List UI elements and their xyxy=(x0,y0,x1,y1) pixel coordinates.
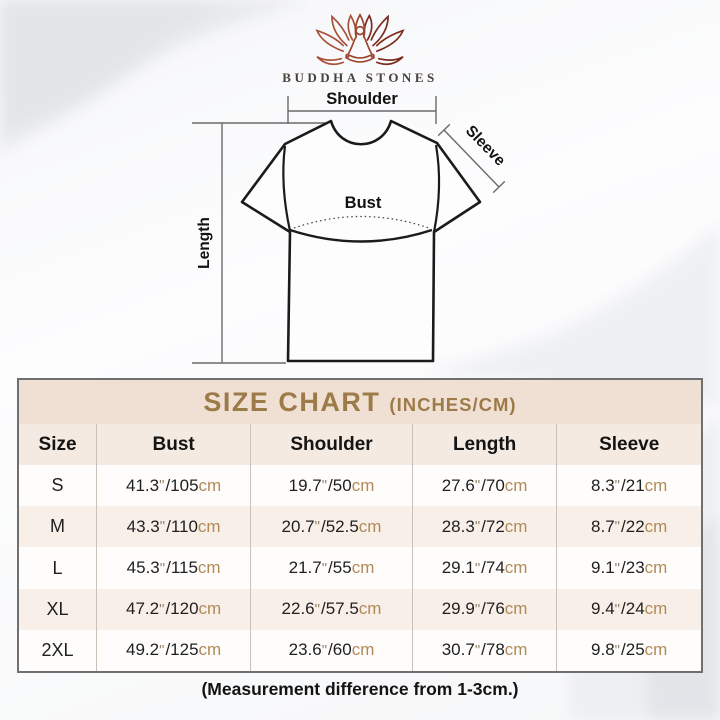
inch-mark: " xyxy=(314,518,320,536)
inch-mark: " xyxy=(474,518,481,536)
cm-unit: cm xyxy=(358,599,382,619)
table-row: 2XL 49.2 "/125 cm 23.6 "/60 cm 30.7 "/78 cm 9.… xyxy=(19,629,701,672)
inch-mark: " xyxy=(614,559,620,577)
length-label: Length xyxy=(196,217,213,269)
cm-unit: cm xyxy=(644,516,668,536)
inch-mark: " xyxy=(159,477,165,495)
table-header-row: Size Bust Shoulder Length Sleeve xyxy=(19,424,701,465)
table-row: M 43.3 "/110 cm 20.7 "/52.5 cm 28.3 "/72 cm 8.… xyxy=(19,506,701,548)
cm-unit: cm xyxy=(197,516,221,536)
inch-mark: " xyxy=(474,477,481,495)
shoulder-cell: 22.6 "/57.5 cm xyxy=(250,588,412,630)
inch-mark: " xyxy=(159,559,166,577)
sleeve-label: Sleeve xyxy=(462,122,509,169)
inch-mark: " xyxy=(474,559,481,577)
length-cell: 30.7 "/78 cm xyxy=(411,629,557,672)
bust-cell: 45.3 "/115 cm xyxy=(96,547,250,589)
col-header-sleeve: Sleeve xyxy=(556,424,701,465)
cm-unit: cm xyxy=(198,599,222,619)
table-row: S 41.3 "/105 cm 19.7 "/50 cm 27.6 "/70 cm 8.3 "… xyxy=(19,465,701,507)
cm-unit: cm xyxy=(644,599,668,619)
sleeve-cell: 8.3 "/21 cm xyxy=(556,465,701,507)
brand-header: BUDDHA STONES xyxy=(0,10,720,86)
col-header-shoulder: Shoulder xyxy=(250,424,412,465)
cm-unit: cm xyxy=(644,475,668,495)
cm-unit: cm xyxy=(504,475,528,495)
sleeve-cell: 9.8 "/25 cm xyxy=(556,629,701,672)
bust-cell: 47.2 "/120 cm xyxy=(96,588,250,630)
bust-cell: 49.2 "/125 cm xyxy=(96,629,250,672)
tshirt-outline xyxy=(240,119,482,363)
col-header-size: Size xyxy=(38,433,77,455)
cm-unit: cm xyxy=(504,558,528,577)
cm-unit: cm xyxy=(504,516,528,536)
cm-unit: cm xyxy=(504,599,528,619)
sleeve-cell: 8.7 "/22 cm xyxy=(556,506,701,548)
cm-unit: cm xyxy=(504,640,528,660)
inch-mark: " xyxy=(474,600,481,618)
measurement-lines xyxy=(192,96,506,364)
length-cell: 27.6 "/70 cm xyxy=(411,465,557,507)
shoulder-label: Shoulder xyxy=(326,90,398,108)
inch-mark: " xyxy=(159,518,166,536)
shoulder-cell: 21.7 "/55 cm xyxy=(250,547,412,589)
bust-cell: 41.3 "/105 cm xyxy=(96,465,250,507)
table-row: XL 47.2 "/120 cm 22.6 "/57.5 cm 29.9 "/76 cm 9… xyxy=(19,588,701,630)
shoulder-cell: 19.7 "/50 cm xyxy=(250,465,412,507)
size-chart-units-label: (INCHES/CM) xyxy=(389,394,517,415)
shoulder-cell: 20.7 "/52.5 cm xyxy=(250,506,412,548)
bust-label: Bust xyxy=(345,194,382,212)
cm-unit: cm xyxy=(358,516,382,536)
length-cell: 29.1 "/74 cm xyxy=(411,547,557,589)
inch-mark: " xyxy=(614,641,620,659)
cm-unit: cm xyxy=(644,640,668,660)
cm-unit: cm xyxy=(198,475,222,495)
size-chart-title-band: SIZE CHART (INCHES/CM) xyxy=(19,380,701,424)
table-row: L 45.3 "/115 cm 21.7 "/55 cm 29.1 "/74 cm 9.1 "… xyxy=(19,547,701,589)
inch-mark: " xyxy=(614,518,620,536)
tshirt-measurement-diagram: Shoulder Bust Length Sleeve xyxy=(192,90,509,364)
inch-mark: " xyxy=(159,641,165,659)
size-cell: XL xyxy=(46,598,69,619)
inch-mark: " xyxy=(321,641,328,659)
size-cell: 2XL xyxy=(41,639,74,660)
inch-mark: " xyxy=(474,641,481,659)
brand-name: BUDDHA STONES xyxy=(282,70,438,85)
sleeve-cell: 9.1 "/23 cm xyxy=(556,547,701,589)
size-chart-table: SIZE CHART (INCHES/CM) Size Bust Shoulde… xyxy=(17,378,703,673)
cm-unit: cm xyxy=(351,558,375,577)
length-cell: 28.3 "/72 cm xyxy=(411,506,557,548)
inch-mark: " xyxy=(321,559,328,577)
inch-mark: " xyxy=(614,600,620,618)
inch-mark: " xyxy=(321,477,328,495)
size-cell: L xyxy=(52,557,63,578)
cm-unit: cm xyxy=(351,475,375,495)
length-cell: 29.9 "/76 cm xyxy=(411,588,557,630)
measurement-disclaimer: (Measurement difference from 1-3cm.) xyxy=(201,679,519,699)
col-header-length: Length xyxy=(411,424,557,465)
sleeve-cell: 9.4 "/24 cm xyxy=(556,588,701,630)
inch-mark: " xyxy=(159,600,165,618)
inch-mark: " xyxy=(314,600,320,618)
cm-unit: cm xyxy=(351,640,375,660)
inch-mark: " xyxy=(614,477,620,495)
size-cell: S xyxy=(51,475,64,496)
bust-cell: 43.3 "/110 cm xyxy=(96,506,250,548)
col-header-bust: Bust xyxy=(96,424,250,465)
size-cell: M xyxy=(50,516,66,537)
cm-unit: cm xyxy=(197,558,221,577)
cm-unit: cm xyxy=(644,558,668,577)
shoulder-cell: 23.6 "/60 cm xyxy=(250,629,412,672)
size-chart-title: SIZE CHART xyxy=(203,387,381,417)
lotus-meditation-logo-icon xyxy=(315,13,405,66)
cm-unit: cm xyxy=(198,640,222,660)
